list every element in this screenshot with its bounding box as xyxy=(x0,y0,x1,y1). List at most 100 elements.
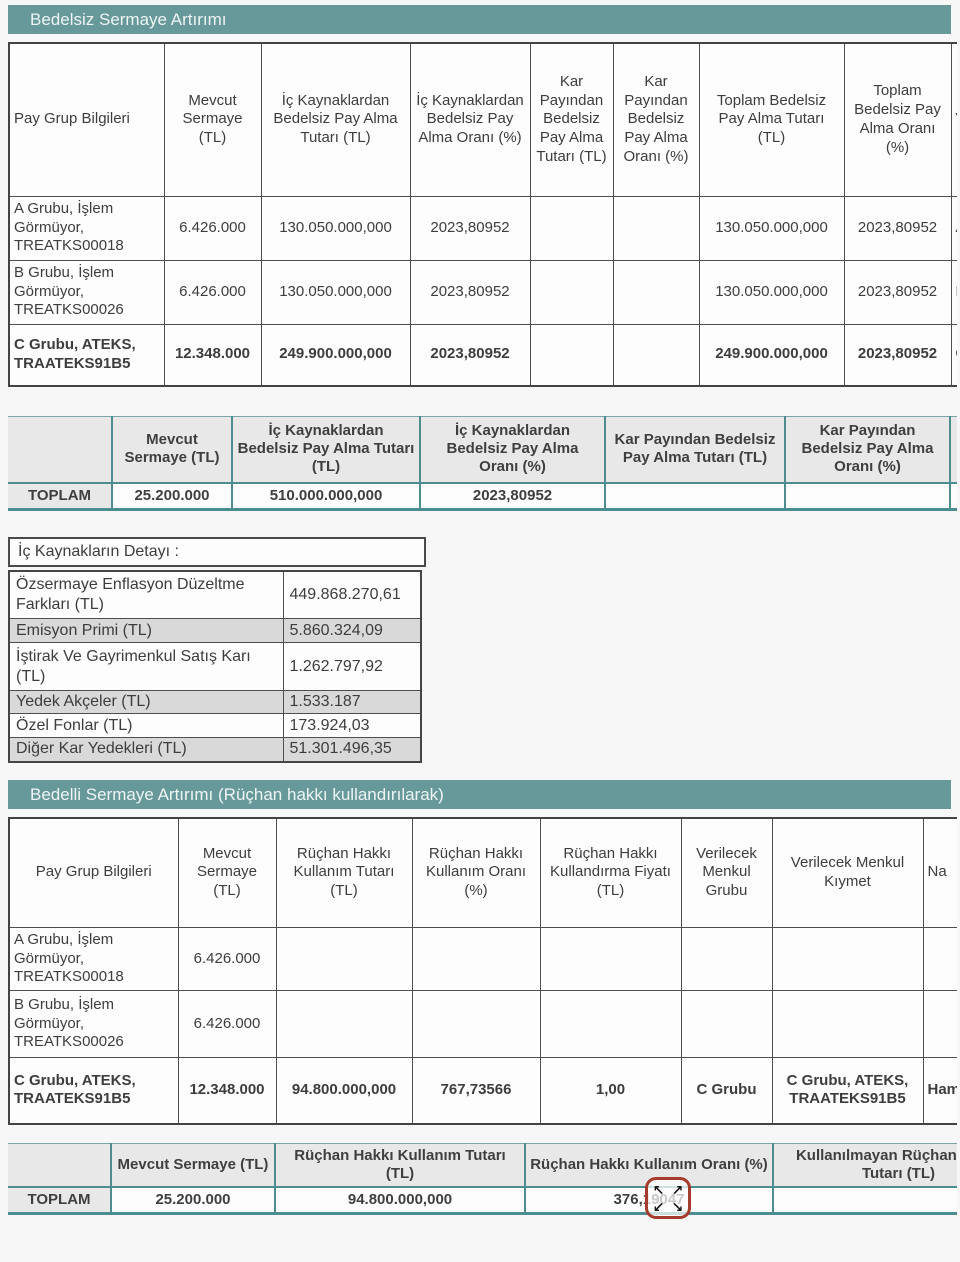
row-label: TOPLAM xyxy=(8,1185,111,1213)
header-row: Pay Grup Bilgileri Mevcut Sermaye (TL) İ… xyxy=(8,42,957,197)
table-cell: 2023,80952 xyxy=(419,481,605,509)
detail-value: 1.262.797,92 xyxy=(282,642,422,691)
detail-value: 449.868.270,61 xyxy=(282,570,422,619)
table-cell xyxy=(784,481,950,509)
table-cell: 2023,80952 xyxy=(843,195,952,261)
detail-value: 51.301.496,35 xyxy=(282,737,422,762)
table-cell: 2023,80952 xyxy=(843,323,952,387)
table-cell xyxy=(275,990,413,1058)
detail-value: 1.533.187 xyxy=(282,690,422,714)
table-cell: C Grubu xyxy=(680,1057,773,1124)
column-header: Kar Payından Bedelsiz Pay Alma Tutarı (T… xyxy=(529,42,614,197)
table-cell: 2023,80952 xyxy=(409,323,531,387)
column-header: Toplam Bedelsiz Pay Alma Tutarı (TL) xyxy=(698,42,845,197)
table-cell xyxy=(529,195,614,261)
column-header xyxy=(8,1143,111,1187)
detail-label: İştirak Ve Gayrimenkul Satış Karı (TL) xyxy=(8,642,284,691)
table-cell: 94.800.000,000 xyxy=(274,1185,525,1213)
table-cell: C Grubu, ATEKS, TRAATEKS91B5 xyxy=(771,1057,924,1124)
table-cell: 1,00 xyxy=(539,1057,682,1124)
table-cell: B xyxy=(950,259,957,325)
table-cell xyxy=(949,481,957,509)
column-header: İç Kaynaklardan Bedelsiz Pay Alma Tutarı… xyxy=(260,42,411,197)
table-row: Emisyon Primi (TL) 5.860.324,09 xyxy=(8,618,422,643)
table-cell: 130.050.000,000 xyxy=(260,195,411,261)
table-cell: 94.800.000,000 xyxy=(275,1057,413,1124)
table-cell: 2023,80952 xyxy=(409,195,531,261)
header-row: Mevcut Sermaye (TL) Rüçhan Hakkı Kullanı… xyxy=(8,1143,957,1187)
detail-label: Diğer Kar Yedekleri (TL) xyxy=(8,737,284,762)
detail-label: Emisyon Primi (TL) xyxy=(8,618,284,643)
table-cell xyxy=(680,927,773,991)
table-cell: 6.426.000 xyxy=(177,927,277,991)
table-cell: 6.426.000 xyxy=(163,195,262,261)
column-header: Rüçhan Hakkı Kullanım Oranı (%) xyxy=(411,817,541,928)
table-cell: 130.050.000,000 xyxy=(698,195,845,261)
header-row: Mevcut Sermaye (TL) İç Kaynaklardan Bede… xyxy=(8,416,957,483)
column-header: Verilecek Menkul Kıymet xyxy=(771,817,924,928)
table-cell xyxy=(680,990,773,1058)
column-header xyxy=(949,416,957,483)
arrow-down-right-icon: ↘ xyxy=(671,1198,684,1215)
column-header: Mevcut Sermaye (TL) xyxy=(110,1143,275,1187)
table-cell: 12.348.000 xyxy=(163,323,262,387)
table-cell: B Grubu, İşlem Görmüyor, TREATKS00026 xyxy=(8,990,179,1058)
table-cell: 2023,80952 xyxy=(409,259,531,325)
column-header: Pay Grup Bilgileri xyxy=(8,42,165,197)
bonus-table-wrapper: Pay Grup Bilgileri Mevcut Sermaye (TL) İ… xyxy=(8,42,957,387)
table-cell: 6.426.000 xyxy=(163,259,262,325)
table-cell: Ham xyxy=(922,1057,957,1124)
table-cell: A xyxy=(950,195,957,261)
rights-table-wrapper: Pay Grup Bilgileri Mevcut Sermaye (TL) R… xyxy=(8,816,957,1125)
table-cell: 249.900.000,000 xyxy=(260,323,411,387)
table-cell xyxy=(539,990,682,1058)
table-row: B Grubu, İşlem Görmüyor, TREATKS00026 6.… xyxy=(8,990,957,1058)
table-cell: 25.200.000 xyxy=(111,481,232,509)
table-cell: A Grubu, İşlem Görmüyor, TREATKS00018 xyxy=(8,927,179,991)
rights-capital-table: Pay Grup Bilgileri Mevcut Sermaye (TL) R… xyxy=(8,816,957,1125)
column-header: Pay Grup Bilgileri xyxy=(8,817,179,928)
table-row: Özel Fonlar (TL) 173.924,03 xyxy=(8,713,422,738)
table-cell xyxy=(411,990,541,1058)
table-cell xyxy=(771,927,924,991)
arrow-down-left-icon: ↙ xyxy=(652,1198,665,1215)
table-cell xyxy=(612,323,700,387)
table-row: A Grubu, İşlem Görmüyor, TREATKS00018 6.… xyxy=(8,927,957,991)
detail-value: 5.860.324,09 xyxy=(282,618,422,643)
header-row: Pay Grup Bilgileri Mevcut Sermaye (TL) R… xyxy=(8,817,957,928)
column-header: Kullanılmayan Rüçhan Hakkı Tutarı (TL) xyxy=(772,1143,957,1187)
expand-icon[interactable]: ↖ ↗ ↙ ↘ xyxy=(645,1177,691,1219)
rights-totals-wrapper: Mevcut Sermaye (TL) Rüçhan Hakkı Kullanı… xyxy=(8,1142,957,1215)
column-header xyxy=(8,416,112,483)
table-cell: 510.000.000,000 xyxy=(231,481,420,509)
table-cell xyxy=(771,990,924,1058)
page: { "colors": { "section_bar_bg": "#68999a… xyxy=(0,5,960,1262)
column-header: İç Kaynaklardan Bedelsiz Pay Alma Tutarı… xyxy=(231,416,420,483)
table-row: Yedek Akçeler (TL) 1.533.187 xyxy=(8,690,422,714)
arrow-up-right-icon: ↗ xyxy=(671,1181,684,1198)
table-cell: 249.900.000,000 xyxy=(698,323,845,387)
table-cell xyxy=(922,927,957,991)
column-header: Kar Payından Bedelsiz Pay Alma Oranı (%) xyxy=(784,416,950,483)
column-header: Mevcut Sermaye (TL) xyxy=(163,42,262,197)
column-header: Rüçhan Hakkı Kullandırma Fiyatı (TL) xyxy=(539,817,682,928)
column-header: Mevcut Sermaye (TL) xyxy=(177,817,277,928)
column-header: V xyxy=(950,42,957,197)
table-cell: 130.050.000,000 xyxy=(260,259,411,325)
detail-label: Özsermaye Enflasyon Düzeltme Farkları (T… xyxy=(8,570,284,619)
table-cell xyxy=(604,481,785,509)
bonus-totals-table: Mevcut Sermaye (TL) İç Kaynaklardan Bede… xyxy=(8,416,957,511)
table-cell xyxy=(529,323,614,387)
table-cell: C Grubu, ATEKS, TRAATEKS91B5 xyxy=(8,1057,179,1124)
table-cell xyxy=(529,259,614,325)
table-cell xyxy=(411,927,541,991)
totals-row: TOPLAM 25.200.000 94.800.000,000 376,190… xyxy=(8,1185,957,1213)
table-cell: C xyxy=(950,323,957,387)
column-header: Toplam Bedelsiz Pay Alma Oranı (%) xyxy=(843,42,952,197)
table-cell xyxy=(772,1185,957,1213)
table-cell: C Grubu, ATEKS, TRAATEKS91B5 xyxy=(8,323,165,387)
row-label: TOPLAM xyxy=(8,481,112,509)
table-cell: 130.050.000,000 xyxy=(698,259,845,325)
table-cell: 25.200.000 xyxy=(110,1185,275,1213)
internal-sources-detail-table: Özsermaye Enflasyon Düzeltme Farkları (T… xyxy=(8,569,422,763)
